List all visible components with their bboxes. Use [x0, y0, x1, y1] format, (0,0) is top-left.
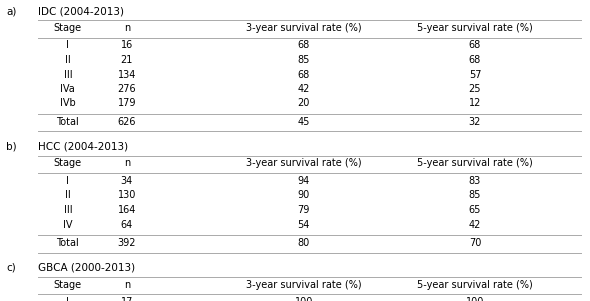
- Text: 3-year survival rate (%): 3-year survival rate (%): [246, 23, 362, 33]
- Text: b): b): [6, 141, 17, 151]
- Text: IVb: IVb: [60, 98, 76, 108]
- Text: 16: 16: [121, 41, 133, 51]
- Text: 20: 20: [298, 98, 310, 108]
- Text: Stage: Stage: [54, 159, 82, 169]
- Text: HCC (2004-2013): HCC (2004-2013): [38, 141, 129, 151]
- Text: 100: 100: [294, 297, 313, 301]
- Text: 5-year survival rate (%): 5-year survival rate (%): [417, 280, 533, 290]
- Text: IVa: IVa: [61, 84, 76, 94]
- Text: 79: 79: [298, 205, 310, 215]
- Text: 626: 626: [117, 117, 136, 127]
- Text: 3-year survival rate (%): 3-year survival rate (%): [246, 280, 362, 290]
- Text: 34: 34: [121, 176, 133, 186]
- Text: c): c): [6, 262, 16, 272]
- Text: II: II: [65, 191, 71, 200]
- Text: n: n: [124, 159, 130, 169]
- Text: 12: 12: [469, 98, 481, 108]
- Text: 134: 134: [117, 70, 136, 79]
- Text: 68: 68: [469, 55, 481, 65]
- Text: 57: 57: [468, 70, 481, 79]
- Text: 3-year survival rate (%): 3-year survival rate (%): [246, 159, 362, 169]
- Text: I: I: [67, 176, 69, 186]
- Text: 94: 94: [298, 176, 310, 186]
- Text: 42: 42: [469, 219, 481, 229]
- Text: 45: 45: [298, 117, 310, 127]
- Text: 25: 25: [468, 84, 481, 94]
- Text: 68: 68: [298, 70, 310, 79]
- Text: 85: 85: [298, 55, 310, 65]
- Text: Stage: Stage: [54, 23, 82, 33]
- Text: 64: 64: [121, 219, 133, 229]
- Text: 5-year survival rate (%): 5-year survival rate (%): [417, 23, 533, 33]
- Text: 65: 65: [469, 205, 481, 215]
- Text: 80: 80: [298, 238, 310, 248]
- Text: III: III: [64, 205, 72, 215]
- Text: IV: IV: [63, 219, 73, 229]
- Text: 68: 68: [469, 41, 481, 51]
- Text: 21: 21: [121, 55, 133, 65]
- Text: 32: 32: [469, 117, 481, 127]
- Text: 5-year survival rate (%): 5-year survival rate (%): [417, 159, 533, 169]
- Text: I: I: [67, 297, 69, 301]
- Text: 85: 85: [469, 191, 481, 200]
- Text: 90: 90: [298, 191, 310, 200]
- Text: I: I: [67, 41, 69, 51]
- Text: 17: 17: [121, 297, 133, 301]
- Text: 54: 54: [298, 219, 310, 229]
- Text: n: n: [124, 23, 130, 33]
- Text: GBCA (2000-2013): GBCA (2000-2013): [38, 262, 136, 272]
- Text: IDC (2004-2013): IDC (2004-2013): [38, 6, 124, 16]
- Text: 83: 83: [469, 176, 481, 186]
- Text: 68: 68: [298, 41, 310, 51]
- Text: 179: 179: [117, 98, 136, 108]
- Text: 42: 42: [298, 84, 310, 94]
- Text: II: II: [65, 55, 71, 65]
- Text: Stage: Stage: [54, 280, 82, 290]
- Text: a): a): [6, 6, 17, 16]
- Text: III: III: [64, 70, 72, 79]
- Text: 164: 164: [117, 205, 136, 215]
- Text: 100: 100: [466, 297, 484, 301]
- Text: 70: 70: [469, 238, 481, 248]
- Text: Total: Total: [57, 238, 79, 248]
- Text: 130: 130: [117, 191, 136, 200]
- Text: Total: Total: [57, 117, 79, 127]
- Text: 392: 392: [117, 238, 136, 248]
- Text: n: n: [124, 280, 130, 290]
- Text: 276: 276: [117, 84, 136, 94]
